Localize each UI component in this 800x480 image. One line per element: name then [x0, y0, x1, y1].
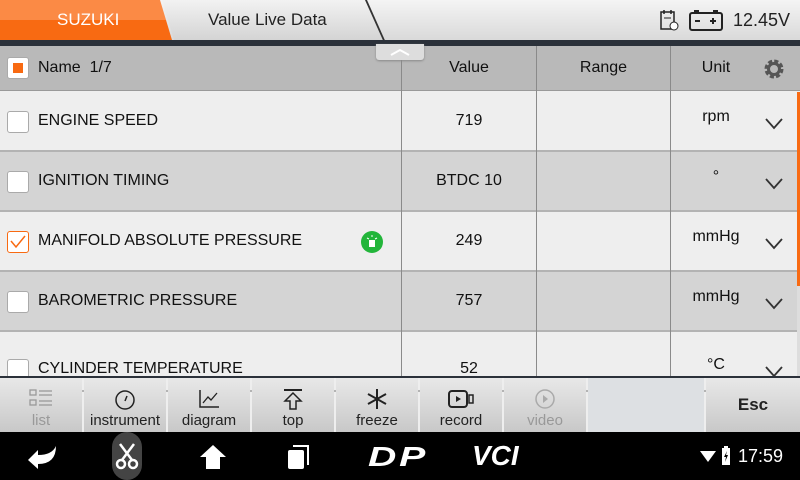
diagram-label: diagram [181, 412, 237, 429]
range-header: Range [579, 59, 628, 76]
scrollbar-thumb[interactable] [797, 92, 800, 286]
row-name: BAROMETRIC PRESSURE [38, 292, 238, 309]
table-row[interactable]: ENGINE SPEED 719 rpm [0, 92, 797, 152]
chevron-down-icon[interactable] [765, 294, 783, 312]
row-unit: mmHg [692, 288, 740, 305]
top-label: top [282, 412, 304, 429]
divider [0, 40, 800, 46]
row-unit: mmHg [692, 228, 740, 245]
table-row[interactable]: BAROMETRIC PRESSURE 757 mmHg [0, 272, 797, 332]
row-value: BTDC 10 [436, 172, 502, 189]
recent-apps-icon[interactable] [285, 444, 311, 470]
row-checkbox[interactable] [7, 111, 29, 133]
video-camera-icon [448, 390, 474, 408]
report-icon[interactable] [659, 9, 679, 31]
vci-app-button[interactable]: VCI [472, 440, 519, 471]
dp-app-button[interactable]: DP [368, 441, 429, 472]
row-checkbox[interactable] [7, 231, 29, 253]
tab-value-live-data[interactable]: Value Live Data [162, 0, 384, 40]
esc-button[interactable]: Esc [706, 378, 800, 432]
row-name: MANIFOLD ABSOLUTE PRESSURE [38, 232, 303, 249]
play-circle-icon [535, 389, 555, 409]
wifi-icon [700, 451, 716, 462]
table-row[interactable]: MANIFOLD ABSOLUTE PRESSURE 249 mmHg [0, 212, 797, 272]
list-label: list [31, 412, 51, 429]
row-range [537, 92, 670, 150]
record-button[interactable]: record [420, 378, 502, 432]
collapse-button[interactable] [376, 44, 424, 60]
gear-icon[interactable] [763, 58, 785, 80]
row-name: IGNITION TIMING [38, 172, 170, 189]
freeze-label: freeze [356, 412, 398, 429]
divider [0, 376, 800, 378]
row-unit: °C [707, 356, 725, 373]
row-name: CYLINDER TEMPERATURE [38, 360, 243, 377]
select-all-checkbox[interactable] [7, 57, 29, 79]
table-row[interactable]: IGNITION TIMING BTDC 10 ° [0, 152, 797, 212]
chevron-down-icon[interactable] [765, 234, 783, 252]
scissors-icon [115, 443, 139, 470]
screenshot-button[interactable] [112, 432, 142, 480]
android-nav-bar: DP VCI 17:59 [0, 432, 800, 480]
column-divider [670, 46, 671, 378]
video-button[interactable]: video [504, 378, 586, 432]
freeze-button[interactable]: freeze [336, 378, 418, 432]
home-icon[interactable] [199, 444, 227, 470]
scrollbar-track[interactable] [797, 92, 800, 378]
row-checkbox[interactable] [7, 291, 29, 313]
list-button[interactable]: list [0, 378, 82, 432]
top-button[interactable]: top [252, 378, 334, 432]
tab-brand[interactable]: SUZUKI [0, 0, 172, 40]
esc-label: Esc [737, 395, 769, 414]
row-value: 249 [455, 232, 483, 249]
row-unit: ° [712, 168, 720, 185]
row-value: 52 [460, 360, 478, 377]
chevron-down-icon[interactable] [765, 114, 783, 132]
diagram-button[interactable]: diagram [168, 378, 250, 432]
clock: 17:59 [738, 446, 784, 466]
video-label: video [527, 412, 563, 429]
battery-charging-icon [722, 446, 730, 465]
line-chart-icon [199, 390, 219, 408]
gauge-icon [115, 390, 135, 410]
row-unit: rpm [702, 108, 730, 125]
page-indicator: 1/7 [89, 59, 112, 76]
column-divider [401, 60, 402, 378]
snowflake-icon [367, 389, 387, 409]
column-divider [536, 46, 537, 378]
row-value: 757 [455, 292, 483, 309]
battery-icon [688, 10, 723, 31]
voltage-readout: 12.45V [732, 9, 790, 30]
row-checkbox[interactable] [7, 171, 29, 193]
row-range [537, 152, 670, 210]
back-icon[interactable] [26, 444, 60, 470]
unit-header: Unit [701, 59, 731, 76]
list-icon [29, 389, 52, 406]
instrument-label: instrument [89, 412, 161, 429]
row-value: 719 [455, 112, 483, 129]
name-header: Name [38, 59, 81, 76]
instrument-button[interactable]: instrument [84, 378, 166, 432]
green-indicator-icon [361, 231, 383, 253]
row-range [537, 212, 670, 270]
record-label: record [439, 412, 483, 429]
status-area: 12.45V [659, 0, 790, 40]
value-header: Value [449, 59, 489, 76]
empty-toolbar-slot [588, 378, 704, 432]
row-range [537, 272, 670, 330]
chevron-down-icon[interactable] [765, 174, 783, 192]
row-name: ENGINE SPEED [38, 112, 159, 129]
arrow-top-icon [283, 389, 303, 410]
